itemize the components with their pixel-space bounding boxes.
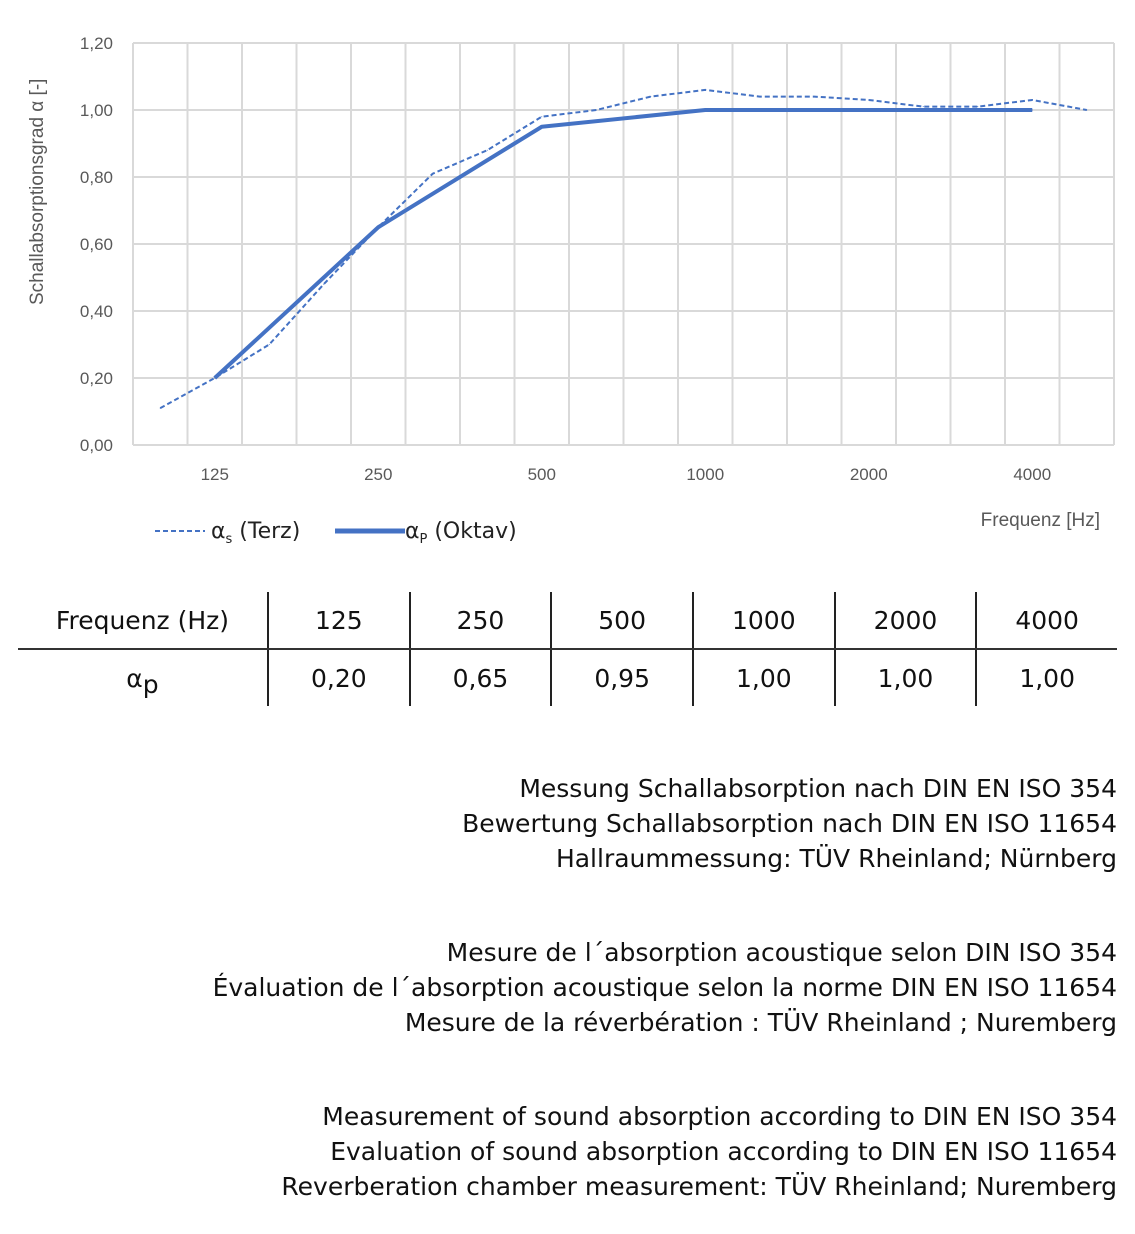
note-line: Reverberation chamber measurement: TÜV R… bbox=[281, 1172, 1117, 1201]
y-tick-label: 1,00 bbox=[80, 101, 113, 120]
table-header-row: Frequenz (Hz) 125 250 500 1000 2000 4000 bbox=[18, 592, 1117, 648]
freq-cell: 4000 bbox=[975, 592, 1117, 648]
y-tick-label: 1,20 bbox=[80, 34, 113, 53]
y-tick-label: 0,60 bbox=[80, 235, 113, 254]
data-point bbox=[1031, 109, 1033, 111]
y-axis-label: Schallabsorptionsgrad α [-] bbox=[27, 79, 48, 305]
data-point bbox=[813, 96, 815, 98]
note-line: Évaluation de l´absorption acoustique se… bbox=[212, 973, 1117, 1002]
x-tick-label: 250 bbox=[364, 465, 392, 484]
value-cell: 1,00 bbox=[833, 650, 976, 706]
data-point bbox=[541, 116, 543, 118]
freq-cell: 500 bbox=[550, 592, 692, 648]
y-tick-label: 0,80 bbox=[80, 168, 113, 187]
notes-german: Messung Schallabsorption nach DIN EN ISO… bbox=[462, 771, 1117, 876]
data-point bbox=[977, 106, 979, 108]
data-point bbox=[595, 109, 597, 111]
freq-cell: 1000 bbox=[691, 592, 834, 648]
note-line: Evaluation of sound absorption according… bbox=[330, 1137, 1117, 1166]
data-point bbox=[759, 96, 761, 98]
y-tick-label: 0,00 bbox=[80, 436, 113, 455]
legend-terz: αs (Terz) bbox=[211, 519, 300, 547]
y-tick-label: 0,40 bbox=[80, 302, 113, 321]
value-cell: 1,00 bbox=[975, 650, 1117, 706]
series-line-terz bbox=[159, 88, 1087, 410]
note-line: Bewertung Schallabsorption nach DIN EN I… bbox=[462, 809, 1117, 838]
data-point bbox=[432, 173, 434, 175]
x-tick-label: 2000 bbox=[850, 465, 888, 484]
data-point bbox=[541, 126, 543, 128]
data-point bbox=[486, 149, 488, 151]
table-divider bbox=[18, 648, 1117, 650]
data-point bbox=[922, 106, 924, 108]
data-point bbox=[868, 109, 870, 111]
value-cell: 0,65 bbox=[408, 650, 551, 706]
data-point bbox=[704, 109, 706, 111]
data-point bbox=[868, 99, 870, 101]
note-line: Measurement of sound absorption accordin… bbox=[322, 1102, 1117, 1131]
data-point bbox=[650, 96, 652, 98]
value-cell: 0,20 bbox=[266, 650, 409, 706]
x-tick-label: 125 bbox=[201, 465, 229, 484]
series-line-oktav bbox=[213, 108, 1033, 380]
x-axis-label: Frequenz [Hz] bbox=[981, 510, 1100, 531]
header-label: Frequenz (Hz) bbox=[55, 605, 230, 635]
data-point bbox=[323, 283, 325, 285]
value-cell: 1,00 bbox=[691, 650, 834, 706]
legend-oktav: αP (Oktav) bbox=[405, 519, 517, 547]
data-point bbox=[1086, 109, 1088, 111]
data-point bbox=[268, 344, 270, 345]
x-tick-label: 500 bbox=[528, 465, 556, 484]
absorption-chart: 0,00 0,20 0,40 0,60 0,80 1,00 1,20 125 250 500 100… bbox=[27, 34, 1115, 547]
freq-cell: 250 bbox=[408, 592, 551, 648]
notes-english: Measurement of sound absorption accordin… bbox=[281, 1099, 1117, 1204]
y-tick-label: 0,20 bbox=[80, 369, 113, 388]
data-point bbox=[214, 377, 216, 379]
note-line: Messung Schallabsorption nach DIN EN ISO… bbox=[519, 774, 1117, 803]
absorption-table: Frequenz (Hz) 125 250 500 1000 2000 4000… bbox=[18, 592, 1117, 706]
value-cell: 0,95 bbox=[550, 650, 692, 706]
x-tick-label: 1000 bbox=[686, 465, 724, 484]
freq-cell: 2000 bbox=[833, 592, 976, 648]
note-line: Mesure de la réverbération : TÜV Rheinla… bbox=[404, 1008, 1117, 1037]
note-line: Hallraummessung: TÜV Rheinland; Nürnberg bbox=[555, 844, 1117, 873]
data-point bbox=[159, 407, 161, 409]
notes-french: Mesure de l´absorption acoustique selon … bbox=[213, 935, 1117, 1040]
data-point bbox=[377, 226, 379, 228]
note-line: Mesure de l´absorption acoustique selon … bbox=[446, 938, 1117, 967]
x-tick-label: 4000 bbox=[1013, 465, 1051, 484]
data-point bbox=[704, 89, 706, 91]
freq-cell: 125 bbox=[266, 592, 409, 648]
data-point bbox=[1031, 99, 1033, 101]
